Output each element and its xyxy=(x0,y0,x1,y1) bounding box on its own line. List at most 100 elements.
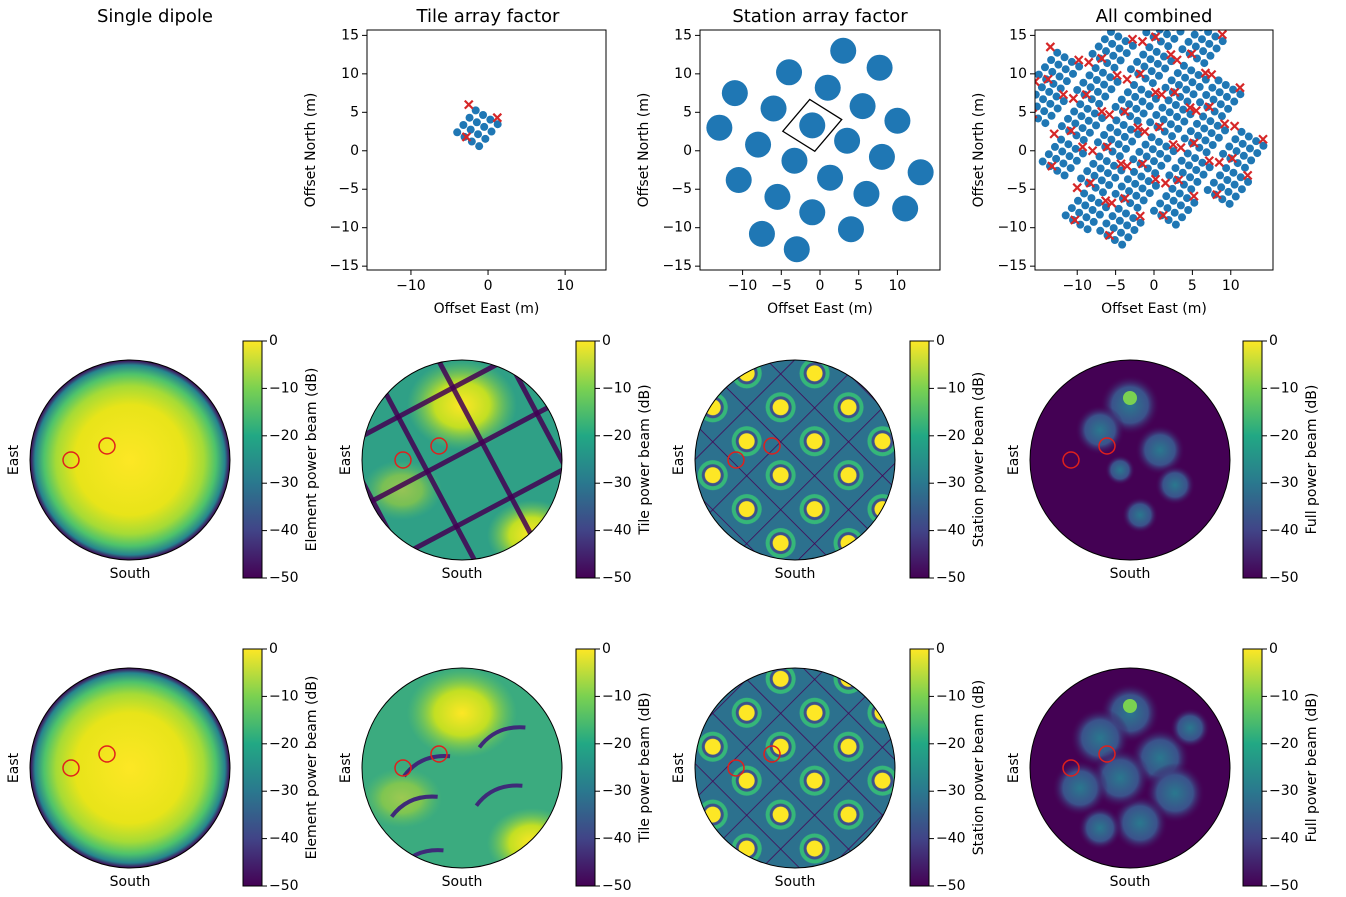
point xyxy=(1057,122,1066,131)
point xyxy=(1192,166,1201,174)
point xyxy=(1230,180,1239,189)
colorbar-tick-label: −50 xyxy=(602,570,632,586)
point xyxy=(1095,210,1104,219)
colorbar-tick-label: −40 xyxy=(602,523,632,539)
y-tick-label: −15 xyxy=(329,258,359,274)
point xyxy=(1126,65,1135,74)
point xyxy=(1096,164,1105,173)
cross-marker xyxy=(1135,69,1145,79)
point xyxy=(1142,30,1151,37)
point xyxy=(1142,152,1151,161)
colorbar-tick-label: −30 xyxy=(1269,475,1299,491)
cross-marker xyxy=(1085,178,1096,188)
point xyxy=(1061,65,1070,74)
point xyxy=(1200,59,1209,68)
colorbar-label: Element power beam (dB) xyxy=(304,368,320,552)
beam-nulls xyxy=(390,725,526,868)
point xyxy=(1144,177,1153,186)
beam-lobe xyxy=(1155,465,1195,505)
point xyxy=(1184,206,1193,214)
point xyxy=(1092,121,1101,130)
colorbar-tick-label: −20 xyxy=(269,428,299,444)
point xyxy=(1115,216,1124,225)
colorbar-tick-label: −40 xyxy=(602,831,632,847)
point xyxy=(1141,140,1150,149)
point xyxy=(1162,142,1171,151)
point xyxy=(1046,99,1055,108)
point xyxy=(1230,97,1239,106)
y-axis-label: Offset North (m) xyxy=(971,93,987,208)
point xyxy=(1178,168,1187,177)
cross-marker xyxy=(1116,159,1126,169)
point xyxy=(1094,42,1103,51)
point xyxy=(1173,69,1182,78)
point xyxy=(1186,173,1195,182)
point xyxy=(1224,187,1233,196)
colorbar-tick-label: −10 xyxy=(1269,380,1299,396)
beam-edge xyxy=(29,359,231,561)
point xyxy=(1155,30,1164,34)
point xyxy=(1174,81,1183,89)
cross-marker xyxy=(1137,36,1148,47)
colorbar-tick-label: 0 xyxy=(602,641,611,657)
point xyxy=(760,95,787,122)
point xyxy=(1176,30,1185,36)
point xyxy=(1237,127,1246,136)
beam-fill xyxy=(30,668,230,868)
point xyxy=(481,134,490,143)
y-tick-label: 5 xyxy=(1018,104,1027,120)
point xyxy=(1194,131,1203,140)
point xyxy=(1090,171,1099,180)
point xyxy=(745,131,772,158)
pointing-circle xyxy=(98,745,116,763)
point xyxy=(1039,95,1048,104)
point xyxy=(1045,162,1054,171)
point xyxy=(1173,112,1182,121)
point xyxy=(1061,211,1070,220)
point xyxy=(1035,90,1040,99)
point xyxy=(1084,116,1093,125)
null-curve xyxy=(474,783,523,807)
point xyxy=(1110,63,1119,72)
point xyxy=(1040,107,1049,116)
point xyxy=(1125,100,1134,109)
point xyxy=(1135,147,1144,156)
point xyxy=(1132,104,1141,113)
point xyxy=(1108,212,1117,221)
point xyxy=(1183,149,1192,158)
point xyxy=(466,125,475,134)
cross-marker xyxy=(1102,142,1112,152)
colorbar xyxy=(909,648,930,887)
point xyxy=(1168,88,1177,97)
point xyxy=(1048,67,1057,76)
point xyxy=(721,80,748,107)
point xyxy=(1177,156,1186,165)
point xyxy=(1204,30,1213,36)
point xyxy=(1071,144,1080,153)
cross-marker xyxy=(1160,178,1171,188)
colorbar-tick-label: −50 xyxy=(269,878,299,894)
point xyxy=(1116,228,1125,237)
point xyxy=(1183,97,1192,106)
y-tick-label: −5 xyxy=(671,181,692,197)
point xyxy=(1221,81,1230,89)
colorbar-tick-label: −20 xyxy=(1269,736,1299,752)
y-tick-label: 0 xyxy=(350,143,359,159)
point xyxy=(764,183,791,210)
point xyxy=(1072,156,1081,165)
point xyxy=(1052,92,1061,101)
point xyxy=(866,54,893,81)
point xyxy=(1187,66,1196,75)
point xyxy=(1171,220,1180,229)
point xyxy=(725,167,752,193)
colorbar-tick-label: −20 xyxy=(936,428,966,444)
point xyxy=(1093,138,1102,147)
cross-marker xyxy=(1227,153,1238,164)
point xyxy=(1190,198,1199,207)
cross-marker xyxy=(1068,93,1079,104)
point xyxy=(1105,181,1114,189)
point xyxy=(1050,142,1059,151)
point xyxy=(1053,48,1062,57)
point xyxy=(1102,219,1111,228)
